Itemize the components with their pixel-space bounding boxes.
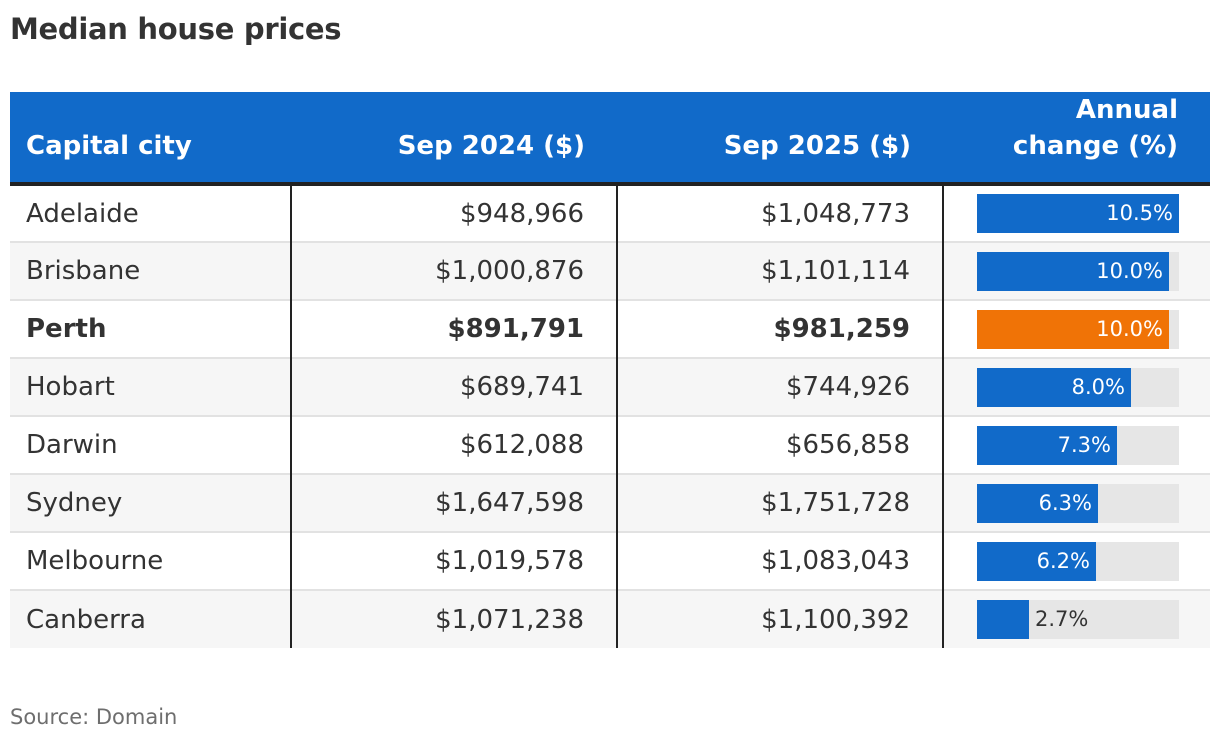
change-bar bbox=[977, 194, 1179, 233]
change-bar bbox=[977, 541, 1096, 581]
change-bar bbox=[977, 251, 1169, 291]
table-row: Adelaide $948,966 $1,048,773 10.5% bbox=[10, 184, 1210, 242]
change-bar bbox=[977, 600, 1029, 639]
price-sep-2024: $891,791 bbox=[291, 299, 618, 358]
annual-change-cell: 10.0% bbox=[943, 241, 1210, 300]
change-label: 7.3% bbox=[1057, 432, 1111, 457]
change-bar-track: 10.0% bbox=[977, 251, 1179, 291]
price-sep-2025: $1,101,114 bbox=[617, 241, 944, 300]
annual-change-cell: 2.7% bbox=[943, 589, 1210, 648]
table-row: Sydney $1,647,598 $1,751,728 6.3% bbox=[10, 473, 1210, 532]
table-row: Brisbane $1,000,876 $1,101,114 10.0% bbox=[10, 241, 1210, 300]
change-bar-track: 10.5% bbox=[977, 194, 1179, 233]
change-label: 6.3% bbox=[1038, 490, 1092, 515]
price-sep-2024: $1,647,598 bbox=[291, 473, 618, 532]
header-sep-2024: Sep 2024 ($) bbox=[291, 92, 617, 186]
change-bar bbox=[977, 309, 1169, 349]
change-bar bbox=[977, 425, 1117, 465]
table-row: Darwin $612,088 $656,858 7.3% bbox=[10, 415, 1210, 474]
price-sep-2025: $1,048,773 bbox=[617, 184, 944, 242]
change-label: 10.0% bbox=[1096, 316, 1163, 341]
change-label: 10.5% bbox=[1106, 201, 1173, 225]
change-bar-track: 6.3% bbox=[977, 483, 1179, 523]
table-row: Hobart $689,741 $744,926 8.0% bbox=[10, 357, 1210, 416]
annual-change-cell: 7.3% bbox=[943, 415, 1210, 474]
source-note: Source: Domain bbox=[10, 705, 178, 729]
annual-change-cell: 10.5% bbox=[943, 184, 1210, 242]
change-label: 2.7% bbox=[1035, 607, 1089, 631]
header-capital-city: Capital city bbox=[10, 92, 291, 186]
city-name: Sydney bbox=[10, 473, 292, 532]
table-row: Canberra $1,071,238 $1,100,392 2.7% bbox=[10, 589, 1210, 648]
change-bar bbox=[977, 483, 1098, 523]
header-sep-2025: Sep 2025 ($) bbox=[617, 92, 943, 186]
price-sep-2024: $1,000,876 bbox=[291, 241, 618, 300]
table-row: Melbourne $1,019,578 $1,083,043 6.2% bbox=[10, 531, 1210, 590]
city-name: Hobart bbox=[10, 357, 292, 416]
price-sep-2025: $981,259 bbox=[617, 299, 944, 358]
city-name: Perth bbox=[10, 299, 292, 358]
city-name: Darwin bbox=[10, 415, 292, 474]
price-sep-2025: $656,858 bbox=[617, 415, 944, 474]
table-row: Perth $891,791 $981,259 10.0% bbox=[10, 299, 1210, 358]
city-name: Canberra bbox=[10, 589, 292, 648]
house-prices-table: Capital city Sep 2024 ($) Sep 2025 ($) A… bbox=[10, 92, 1210, 648]
price-sep-2024: $689,741 bbox=[291, 357, 618, 416]
change-bar-track: 6.2% bbox=[977, 541, 1179, 581]
change-bar-track: 8.0% bbox=[977, 367, 1179, 407]
price-sep-2024: $612,088 bbox=[291, 415, 618, 474]
price-sep-2025: $1,083,043 bbox=[617, 531, 944, 590]
city-name: Adelaide bbox=[10, 184, 292, 242]
price-sep-2025: $1,100,392 bbox=[617, 589, 944, 648]
annual-change-cell: 6.2% bbox=[943, 531, 1210, 590]
annual-change-cell: 6.3% bbox=[943, 473, 1210, 532]
price-sep-2024: $948,966 bbox=[291, 184, 618, 242]
price-sep-2025: $1,751,728 bbox=[617, 473, 944, 532]
price-sep-2024: $1,071,238 bbox=[291, 589, 618, 648]
header-row: Capital city Sep 2024 ($) Sep 2025 ($) A… bbox=[10, 92, 1210, 186]
change-bar-track: 2.7% bbox=[977, 600, 1179, 639]
chart-title: Median house prices bbox=[10, 12, 342, 46]
annual-change-cell: 8.0% bbox=[943, 357, 1210, 416]
annual-change-cell: 10.0% bbox=[943, 299, 1210, 358]
table-body: Adelaide $948,966 $1,048,773 10.5% Brisbane $… bbox=[10, 184, 1210, 648]
header-annual-change: Annual change (%) bbox=[943, 92, 1210, 186]
city-name: Melbourne bbox=[10, 531, 292, 590]
change-bar-track: 7.3% bbox=[977, 425, 1179, 465]
city-name: Brisbane bbox=[10, 241, 292, 300]
change-label: 10.0% bbox=[1096, 258, 1163, 283]
change-bar bbox=[977, 367, 1131, 407]
change-label: 6.2% bbox=[1036, 548, 1090, 573]
price-sep-2025: $744,926 bbox=[617, 357, 944, 416]
price-sep-2024: $1,019,578 bbox=[291, 531, 618, 590]
change-bar-track: 10.0% bbox=[977, 309, 1179, 349]
change-label: 8.0% bbox=[1071, 374, 1125, 399]
